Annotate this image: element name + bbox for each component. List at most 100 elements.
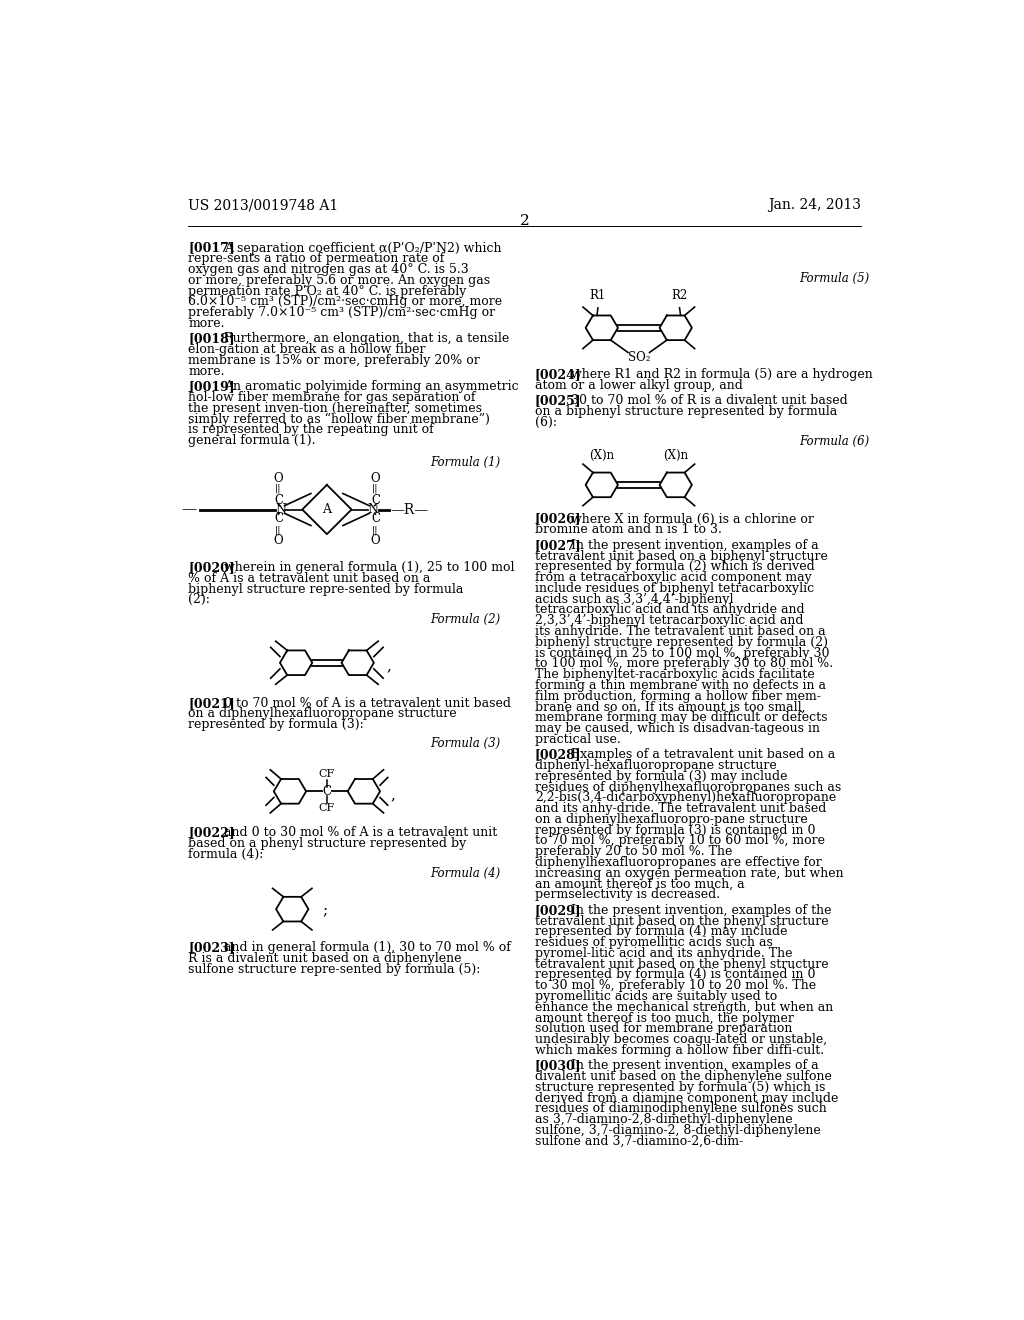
Text: biphenyl structure repre-sented by formula: biphenyl structure repre-sented by formu… [188, 582, 464, 595]
Text: elon-gation at break as a hollow fiber: elon-gation at break as a hollow fiber [188, 343, 426, 356]
Text: [0018]: [0018] [188, 333, 234, 346]
Text: and its anhy-dride. The tetravalent unit based: and its anhy-dride. The tetravalent unit… [535, 803, 826, 816]
Text: A separation coefficient α(PʹO₂/PʹN2) which: A separation coefficient α(PʹO₂/PʹN2) wh… [224, 242, 502, 255]
Text: is contained in 25 to 100 mol %, preferably 30: is contained in 25 to 100 mol %, prefera… [535, 647, 829, 660]
Text: The biphenyltet-racarboxylic acids facilitate: The biphenyltet-racarboxylic acids facil… [535, 668, 814, 681]
Text: 2: 2 [520, 214, 529, 228]
Text: diphenyl-hexafluoropropane structure: diphenyl-hexafluoropropane structure [535, 759, 776, 772]
Text: membrane forming may be difficult or defects: membrane forming may be difficult or def… [535, 711, 827, 725]
Text: [0021]: [0021] [188, 697, 236, 710]
Text: (X)n: (X)n [589, 449, 614, 462]
Text: residues of pyromellitic acids such as: residues of pyromellitic acids such as [535, 936, 773, 949]
Text: R is a divalent unit based on a diphenylene: R is a divalent unit based on a diphenyl… [188, 952, 462, 965]
Text: pyromel-litic acid and its anhydride. The: pyromel-litic acid and its anhydride. Th… [535, 946, 793, 960]
Text: O: O [371, 533, 380, 546]
Text: preferably 20 to 50 mol %. The: preferably 20 to 50 mol %. The [535, 845, 732, 858]
Text: film production, forming a hollow fiber mem-: film production, forming a hollow fiber … [535, 689, 820, 702]
Text: [0023]: [0023] [188, 941, 234, 954]
Text: general formula (1).: general formula (1). [188, 434, 315, 447]
Text: more.: more. [188, 364, 225, 378]
Text: represented by formula (4) is contained in 0: represented by formula (4) is contained … [535, 969, 815, 982]
Text: O: O [273, 473, 284, 486]
Text: 6.0×10⁻⁵ cm³ (STP)/cm²·sec·cmHg or more, more: 6.0×10⁻⁵ cm³ (STP)/cm²·sec·cmHg or more,… [188, 296, 503, 309]
Text: undesirably becomes coagu-lated or unstable,: undesirably becomes coagu-lated or unsta… [535, 1034, 827, 1047]
Text: on a biphenyl structure represented by formula: on a biphenyl structure represented by f… [535, 405, 837, 418]
Text: diphenylhexafluoropropanes are effective for: diphenylhexafluoropropanes are effective… [535, 857, 821, 869]
Text: A: A [323, 503, 332, 516]
Text: C: C [371, 512, 380, 525]
Text: brane and so on. If its amount is too small,: brane and so on. If its amount is too sm… [535, 701, 805, 714]
Text: simply referred to as “hollow fiber membrane”): simply referred to as “hollow fiber memb… [188, 412, 490, 426]
Text: atom or a lower alkyl group, and: atom or a lower alkyl group, and [535, 379, 742, 392]
Text: forming a thin membrane with no defects in a: forming a thin membrane with no defects … [535, 678, 825, 692]
Text: amount thereof is too much, the polymer: amount thereof is too much, the polymer [535, 1011, 794, 1024]
Text: tetravalent unit based on the phenyl structure: tetravalent unit based on the phenyl str… [535, 915, 828, 928]
Text: 2,3,3’,4’-biphenyl tetracarboxylic acid and: 2,3,3’,4’-biphenyl tetracarboxylic acid … [535, 614, 803, 627]
Text: 0 to 70 mol % of A is a tetravalent unit based: 0 to 70 mol % of A is a tetravalent unit… [224, 697, 511, 710]
Text: structure represented by formula (5) which is: structure represented by formula (5) whi… [535, 1081, 825, 1094]
Text: [0025]: [0025] [535, 395, 582, 407]
Text: ||: || [275, 525, 282, 535]
Text: tetravalent unit based on a biphenyl structure: tetravalent unit based on a biphenyl str… [535, 549, 827, 562]
Text: (2):: (2): [188, 594, 210, 606]
Text: derived from a diamine component may include: derived from a diamine component may inc… [535, 1092, 839, 1105]
Text: as 3,7-diamino-2,8-dimethyl-diphenylene: as 3,7-diamino-2,8-dimethyl-diphenylene [535, 1113, 793, 1126]
Text: ,: , [386, 660, 391, 673]
Text: increasing an oxygen permeation rate, but when: increasing an oxygen permeation rate, bu… [535, 867, 844, 880]
Text: 30 to 70 mol % of R is a divalent unit based: 30 to 70 mol % of R is a divalent unit b… [570, 395, 848, 407]
Text: the present inven-tion (hereinafter, sometimes: the present inven-tion (hereinafter, som… [188, 401, 482, 414]
Text: In the present invention, examples of the: In the present invention, examples of th… [570, 904, 831, 917]
Text: ||: || [275, 484, 282, 494]
Text: solution used for membrane preparation: solution used for membrane preparation [535, 1022, 793, 1035]
Text: pyromellitic acids are suitably used to: pyromellitic acids are suitably used to [535, 990, 777, 1003]
Text: its anhydride. The tetravalent unit based on a: its anhydride. The tetravalent unit base… [535, 626, 825, 638]
Text: to 100 mol %, more preferably 30 to 80 mol %.: to 100 mol %, more preferably 30 to 80 m… [535, 657, 833, 671]
Text: on a diphenylhexafluoropropane structure: on a diphenylhexafluoropropane structure [188, 708, 457, 721]
Text: on a diphenylhexafluoropro-pane structure: on a diphenylhexafluoropro-pane structur… [535, 813, 808, 826]
Text: to 70 mol %, preferably 10 to 60 mol %, more: to 70 mol %, preferably 10 to 60 mol %, … [535, 834, 824, 847]
Text: permselectivity is decreased.: permselectivity is decreased. [535, 888, 720, 902]
Text: tetracarboxylic acid and its anhydride and: tetracarboxylic acid and its anhydride a… [535, 603, 805, 616]
Text: Furthermore, an elongation, that is, a tensile: Furthermore, an elongation, that is, a t… [224, 333, 510, 346]
Text: US 2013/0019748 A1: US 2013/0019748 A1 [188, 198, 339, 213]
Text: —: — [181, 503, 197, 516]
Text: ||: || [372, 484, 379, 494]
Text: CF: CF [318, 770, 335, 779]
Text: Formula (6): Formula (6) [800, 434, 869, 447]
Text: enhance the mechanical strength, but when an: enhance the mechanical strength, but whe… [535, 1001, 834, 1014]
Text: divalent unit based on the diphenylene sulfone: divalent unit based on the diphenylene s… [535, 1071, 831, 1084]
Text: may be caused, which is disadvan-tageous in: may be caused, which is disadvan-tageous… [535, 722, 820, 735]
Text: An aromatic polyimide forming an asymmetric: An aromatic polyimide forming an asymmet… [224, 380, 519, 393]
Text: O: O [371, 473, 380, 486]
Text: residues of diaminodiphenylene sulfones such: residues of diaminodiphenylene sulfones … [535, 1102, 826, 1115]
Text: residues of diphenylhexafluoropropanes such as: residues of diphenylhexafluoropropanes s… [535, 780, 841, 793]
Text: C: C [371, 494, 380, 507]
Text: and 0 to 30 mol % of A is a tetravalent unit: and 0 to 30 mol % of A is a tetravalent … [224, 826, 498, 840]
Text: Formula (5): Formula (5) [800, 272, 869, 285]
Text: repre-sents a ratio of permeation rate of: repre-sents a ratio of permeation rate o… [188, 252, 444, 265]
Text: or more, preferably 5.6 or more. An oxygen gas: or more, preferably 5.6 or more. An oxyg… [188, 275, 490, 286]
Text: based on a phenyl structure represented by: based on a phenyl structure represented … [188, 837, 467, 850]
Text: [0024]: [0024] [535, 368, 582, 381]
Text: [0028]: [0028] [535, 748, 582, 762]
Text: to 30 mol %, preferably 10 to 20 mol %. The: to 30 mol %, preferably 10 to 20 mol %. … [535, 979, 816, 993]
Text: permeation rate PʹO₂ at 40° C. is preferably: permeation rate PʹO₂ at 40° C. is prefer… [188, 285, 467, 298]
Text: R1: R1 [590, 289, 606, 302]
Text: In the present invention, examples of a: In the present invention, examples of a [570, 1059, 818, 1072]
Text: [0020]: [0020] [188, 561, 236, 574]
Text: C: C [323, 785, 332, 797]
Text: Formula (2): Formula (2) [430, 612, 500, 626]
Text: represented by formula (2) which is derived: represented by formula (2) which is deri… [535, 561, 814, 573]
Text: oxygen gas and nitrogen gas at 40° C. is 5.3: oxygen gas and nitrogen gas at 40° C. is… [188, 263, 469, 276]
Text: represented by formula (3):: represented by formula (3): [188, 718, 365, 731]
Text: sulfone, 3,7-diamino-2, 8-diethyl-diphenylene: sulfone, 3,7-diamino-2, 8-diethyl-diphen… [535, 1125, 820, 1137]
Text: more.: more. [188, 317, 225, 330]
Text: ||: || [372, 525, 379, 535]
Text: ,: , [390, 788, 395, 803]
Text: wherein in general formula (1), 25 to 100 mol: wherein in general formula (1), 25 to 10… [224, 561, 515, 574]
Text: (6):: (6): [535, 416, 557, 429]
Text: ;: ; [323, 904, 328, 919]
Text: In the present invention, examples of a: In the present invention, examples of a [570, 539, 818, 552]
Text: CF: CF [318, 804, 335, 813]
Text: N: N [368, 503, 379, 516]
